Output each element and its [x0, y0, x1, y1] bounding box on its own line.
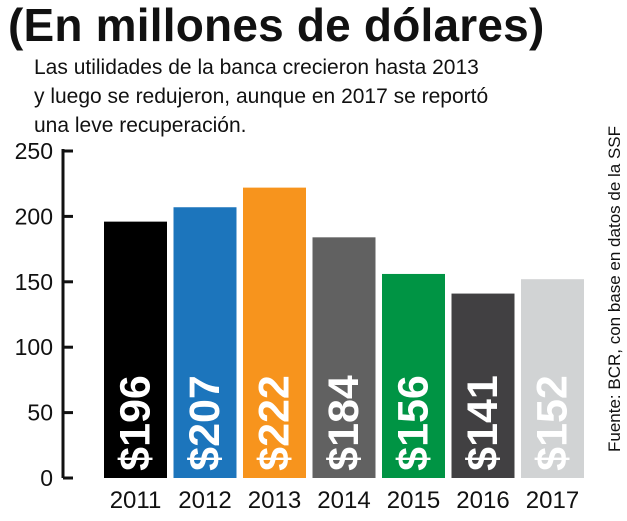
bar-value-label: $152 — [529, 375, 577, 471]
x-axis: 2011 2012 2013 2014 2015 2016 2017 — [110, 487, 580, 514]
x-tick-label: 2013 — [248, 487, 301, 514]
bar-2015 — [382, 273, 445, 478]
subtitle-line: una leve recuperación. — [34, 114, 247, 137]
x-tick-label: 2014 — [317, 487, 370, 514]
bar-2013 — [243, 187, 306, 478]
y-tick-label: 100 — [15, 334, 53, 360]
bar-value-label: $156 — [390, 375, 438, 471]
bar-2011 — [104, 221, 167, 478]
bar-value-label: $141 — [459, 375, 507, 471]
subtitle-line: y luego se redujeron, aunque en 2017 se … — [34, 85, 489, 108]
bar-value-label: $222 — [251, 375, 299, 471]
x-tick-label: 2016 — [456, 487, 509, 514]
y-tick-label: 0 — [40, 465, 53, 491]
bar-2012 — [173, 207, 237, 478]
bar-2017 — [521, 279, 584, 478]
chart-subtitle: Las utilidades de la banca crecieron has… — [34, 53, 574, 140]
x-tick-label: 2015 — [387, 487, 440, 514]
bar-2014 — [312, 237, 376, 478]
subtitle-line: Las utilidades de la banca crecieron has… — [34, 56, 479, 79]
source-note: Fuente: BCR, con base en datos de la SSF — [605, 125, 624, 452]
x-tick-label: 2012 — [178, 487, 231, 514]
x-tick-label: 2011 — [110, 487, 162, 514]
y-axis: 0 50 100 150 200 250 — [15, 138, 73, 491]
y-tick-label: 50 — [27, 400, 53, 426]
y-tick-label: 250 — [15, 138, 53, 164]
x-tick-label: 2017 — [526, 487, 579, 514]
y-tick-label: 200 — [15, 203, 53, 229]
bar-value-label: $184 — [320, 375, 368, 471]
bar-value-label: $207 — [181, 375, 229, 471]
bar-value-label: $196 — [112, 375, 160, 471]
y-tick-label: 150 — [15, 269, 53, 295]
bars: $196 $207 $222 $184 $156 $141 $152 — [104, 187, 584, 478]
bar-2016 — [451, 293, 515, 478]
chart-title: (En millones de dólares) — [8, 0, 545, 51]
